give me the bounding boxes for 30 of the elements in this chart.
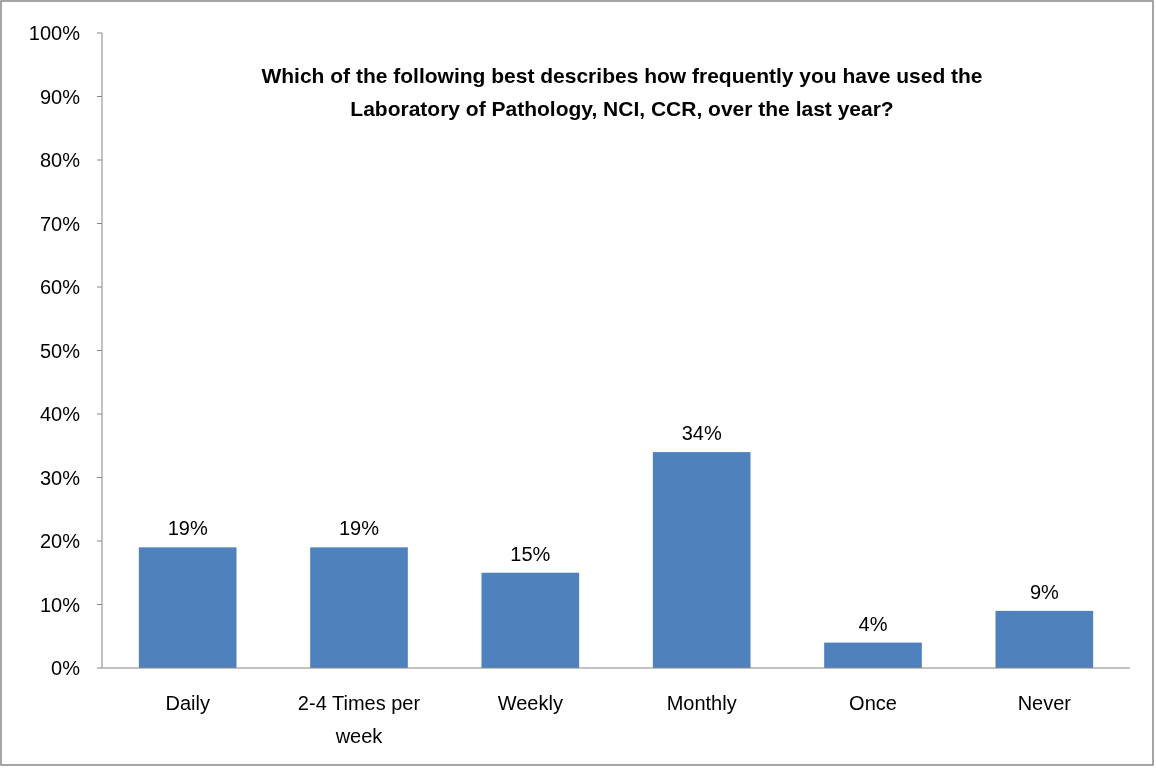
- y-tick-label: 70%: [39, 212, 81, 235]
- y-tick-label: 10%: [39, 593, 81, 616]
- x-tick-label: Once: [849, 692, 897, 714]
- data-label: 34%: [681, 422, 722, 445]
- bar: [310, 547, 408, 668]
- y-tick-label: 0%: [51, 657, 81, 679]
- bar: [824, 642, 922, 668]
- y-tick-label: 40%: [39, 403, 81, 425]
- x-tick-label: 2-4 Times per week: [297, 692, 421, 747]
- bar: [481, 572, 580, 668]
- bar: [138, 547, 237, 668]
- y-tick-label: 90%: [39, 85, 81, 108]
- y-tick-label: 80%: [39, 149, 81, 171]
- y-tick-label: 100%: [28, 22, 81, 44]
- y-tick-label: 60%: [39, 276, 81, 298]
- data-label: 19%: [338, 517, 380, 540]
- y-tick-label: 20%: [39, 530, 81, 552]
- bar: [652, 452, 751, 668]
- x-tick-label: Never: [1017, 692, 1072, 714]
- y-tick-label: 50%: [39, 339, 81, 362]
- y-tick-label: 30%: [39, 466, 81, 489]
- data-label: 19%: [167, 517, 208, 540]
- bar: [995, 610, 1094, 668]
- data-label: 15%: [510, 542, 551, 565]
- text: Which of the following best describes how frequently you have used the Laboratory of Pathology, NCI, CCR, over the last year?: [261, 64, 983, 120]
- x-tick-label: Weekly: [497, 692, 563, 714]
- data-label: 4%: [858, 612, 888, 635]
- data-label: 9%: [1029, 580, 1059, 603]
- x-tick-label: Monthly: [666, 692, 737, 714]
- x-tick-label: Daily: [165, 692, 210, 714]
